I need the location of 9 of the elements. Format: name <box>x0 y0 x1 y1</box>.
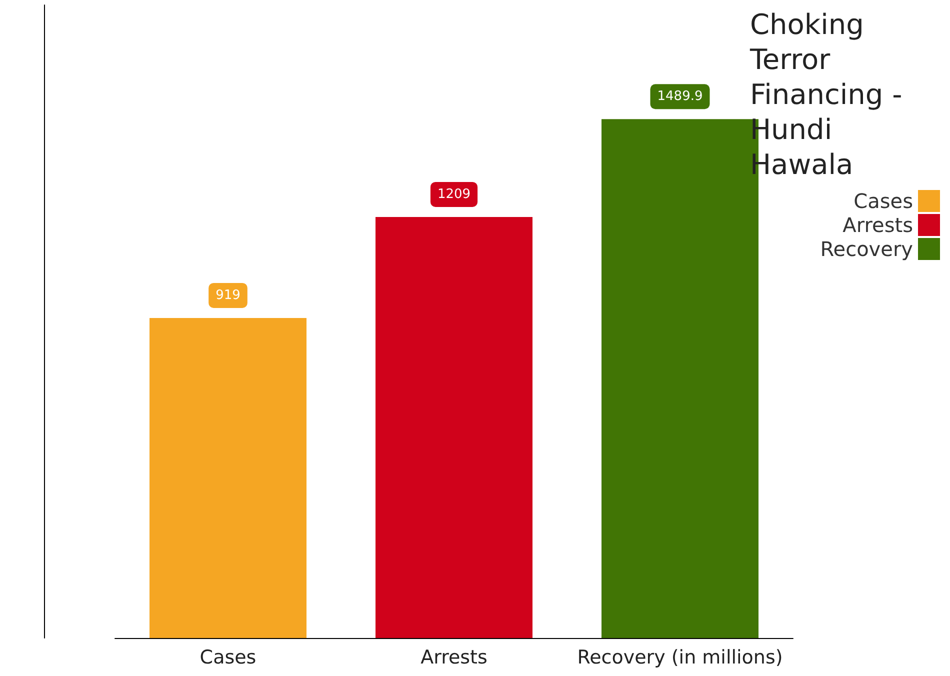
x-tick-label: Recovery (in millions) <box>577 646 783 668</box>
data-label: 1209 <box>437 186 471 202</box>
legend-label: Arrests <box>842 213 913 237</box>
legend-label: Recovery <box>820 237 914 261</box>
data-label: 1489.9 <box>657 89 703 104</box>
x-tick-label: Arrests <box>420 646 488 668</box>
legend-label: Cases <box>854 189 913 213</box>
data-label: 919 <box>216 288 240 303</box>
x-tick-label: Cases <box>200 646 256 668</box>
